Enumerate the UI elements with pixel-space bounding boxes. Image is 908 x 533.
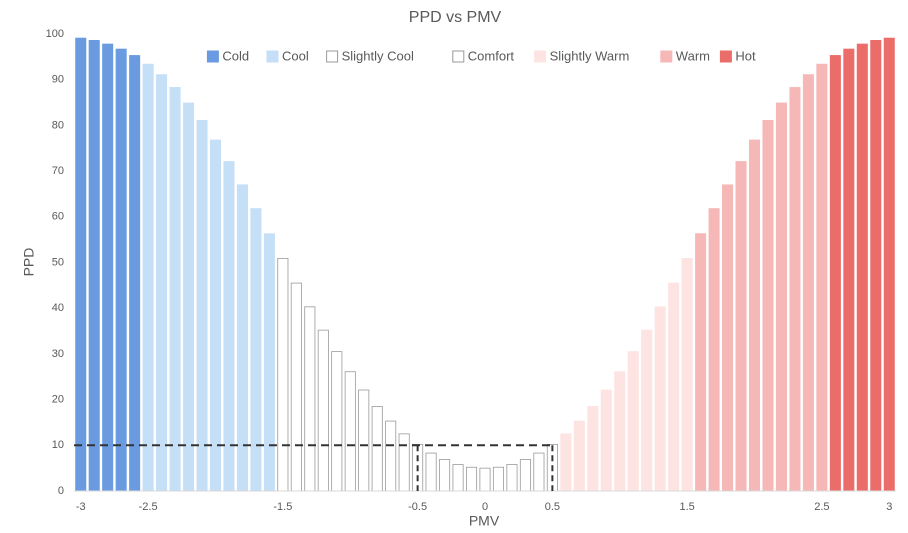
y-axis-title: PPD: [21, 248, 37, 277]
legend-swatch: [534, 50, 547, 63]
bar: [681, 257, 693, 492]
y-tick-label: 80: [52, 119, 64, 131]
bar: [196, 119, 208, 492]
x-tick-label: -0.5: [408, 501, 427, 513]
legend-text: Cold: [222, 48, 249, 63]
bar: [573, 420, 585, 492]
y-tick-label: 90: [52, 74, 64, 86]
bar: [263, 233, 275, 492]
bar: [102, 43, 114, 492]
y-tick-label: 0: [58, 485, 64, 497]
bar: [560, 433, 572, 492]
bar: [843, 48, 855, 492]
y-tick-label: 50: [52, 256, 64, 268]
bar: [142, 63, 154, 492]
x-tick-label: -2.5: [139, 501, 158, 513]
bar: [88, 39, 100, 492]
bar: [762, 119, 774, 492]
bar: [358, 389, 370, 492]
bar: [331, 351, 343, 492]
bar: [816, 63, 828, 492]
bar: [641, 329, 653, 492]
bar: [600, 389, 612, 492]
bar: [519, 459, 531, 492]
y-tick-label: 70: [52, 165, 64, 177]
y-tick-label: 10: [52, 439, 64, 451]
bar: [277, 257, 289, 492]
y-tick-label: 100: [46, 28, 64, 40]
bar: [870, 39, 882, 492]
bar: [209, 139, 222, 492]
legend-text: Hot: [735, 48, 756, 63]
bar: [748, 139, 761, 492]
legend-swatch: [266, 50, 279, 63]
chart-title: PPD vs PMV: [409, 9, 502, 26]
bar: [115, 48, 127, 492]
bar: [371, 406, 383, 492]
bar: [466, 466, 478, 492]
bar: [722, 184, 734, 492]
legend-swatch: [206, 50, 219, 63]
bar: [627, 351, 639, 492]
y-tick-label: 30: [52, 348, 64, 360]
bar: [439, 459, 451, 492]
bar: [398, 433, 410, 492]
legend-text: Warm: [676, 48, 710, 63]
bar: [587, 406, 599, 492]
legend-swatch: [719, 50, 732, 63]
bar: [668, 282, 680, 492]
x-tick-label: 0: [482, 501, 488, 513]
legend-swatch: [660, 50, 673, 63]
y-tick-label: 60: [52, 211, 64, 223]
bar: [452, 464, 464, 492]
bar: [156, 74, 168, 492]
bar: [802, 74, 814, 492]
bar: [789, 87, 801, 492]
legend-text: Slightly Warm: [550, 48, 630, 63]
x-tick-label: -1.5: [273, 501, 292, 513]
legend-text: Cool: [282, 48, 309, 63]
bar: [708, 208, 720, 492]
x-axis-title: PMV: [469, 513, 500, 529]
bar: [883, 37, 895, 492]
bar: [492, 466, 504, 492]
bar: [775, 102, 787, 492]
x-tick-label: 2.5: [814, 501, 829, 513]
bar: [290, 282, 302, 492]
legend-text: Slightly Cool: [342, 48, 414, 63]
bar: [129, 55, 141, 492]
bar: [385, 420, 397, 492]
x-tick-label: 3: [886, 501, 892, 513]
bar: [304, 306, 316, 492]
bar: [183, 102, 195, 492]
legend-text: Comfort: [468, 48, 515, 63]
legend-swatch: [452, 50, 465, 63]
bar: [829, 55, 841, 492]
x-tick-label: -3: [76, 501, 86, 513]
bar: [735, 161, 747, 492]
bar: [479, 467, 491, 492]
bar: [533, 452, 545, 492]
x-tick-label: 0.5: [545, 501, 560, 513]
bar: [344, 371, 356, 492]
legend-swatch: [326, 50, 339, 63]
bar: [856, 43, 868, 492]
y-tick-label: 40: [52, 302, 64, 314]
bar: [317, 329, 329, 492]
x-tick-label: 1.5: [679, 501, 694, 513]
bar: [250, 208, 262, 492]
bar: [506, 464, 518, 492]
bar: [169, 87, 181, 492]
bar: [654, 306, 666, 492]
bar: [223, 161, 235, 492]
bar: [425, 452, 437, 492]
bar: [695, 233, 707, 492]
y-tick-label: 20: [52, 394, 64, 406]
bar: [75, 37, 87, 492]
bar: [614, 371, 626, 492]
